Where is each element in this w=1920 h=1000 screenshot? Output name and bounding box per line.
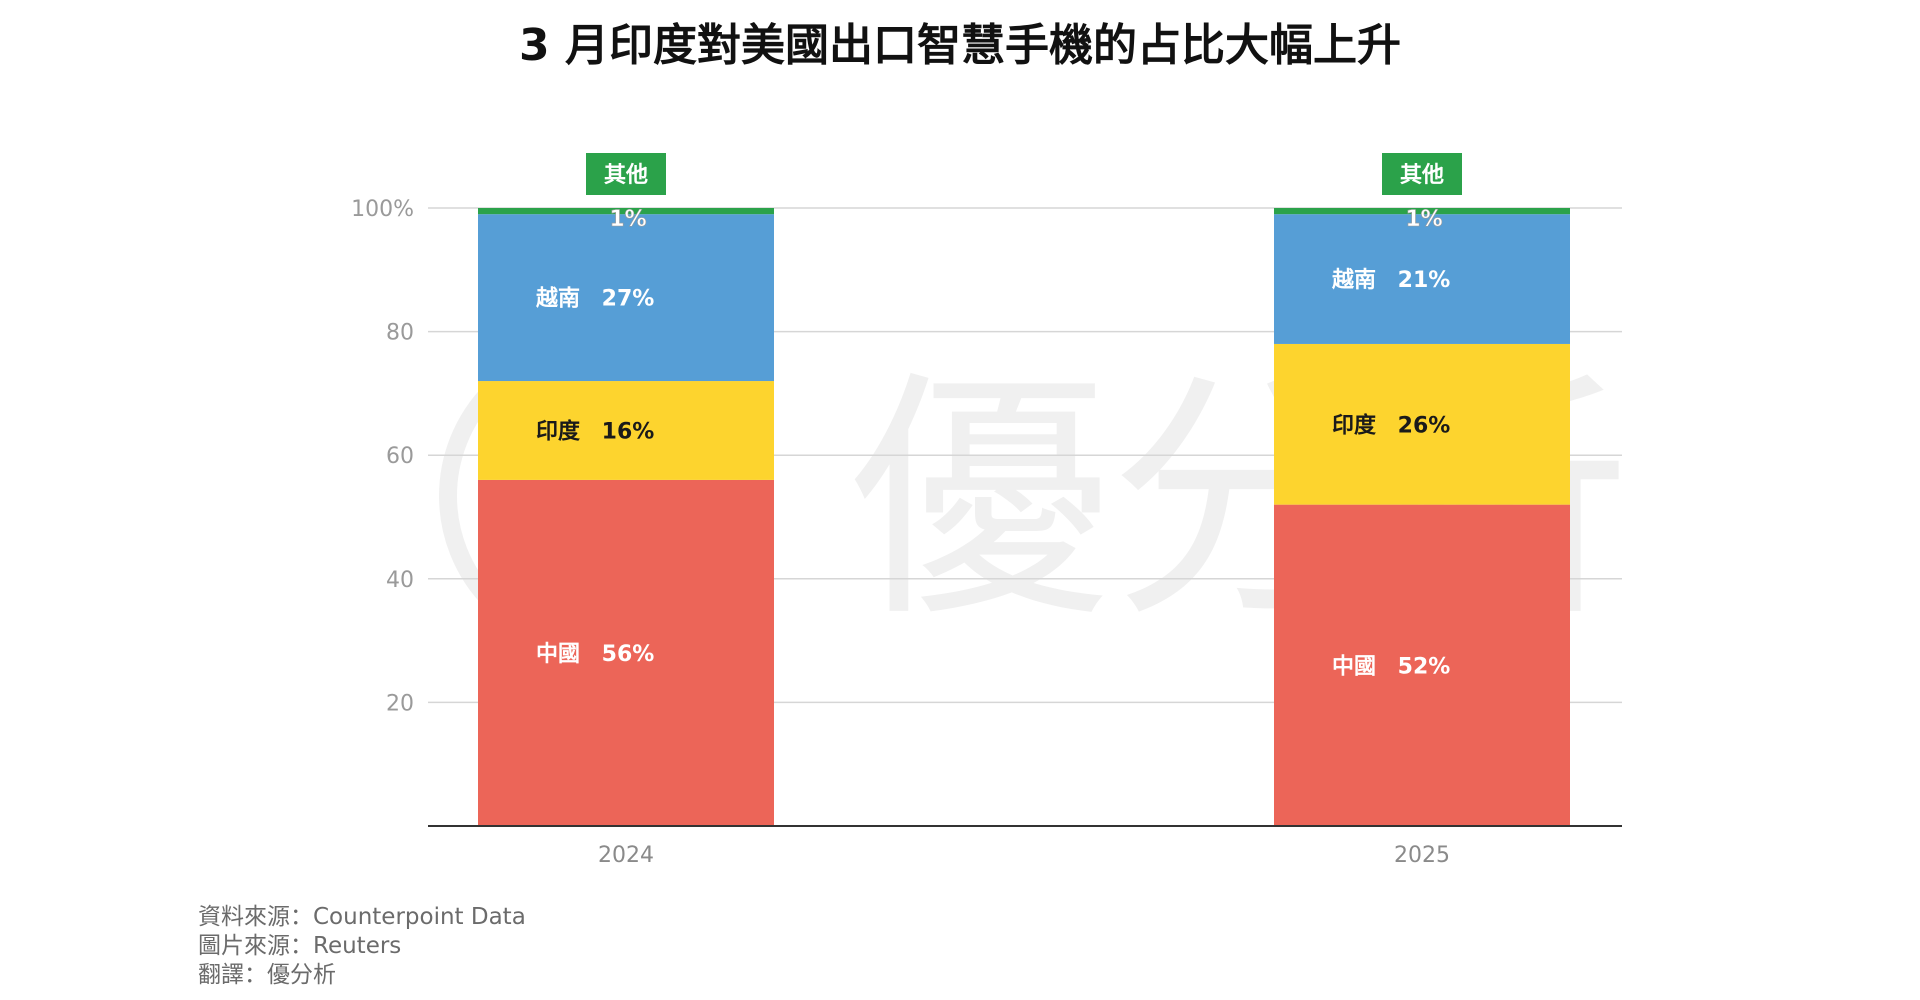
series-label: 印度 <box>1332 412 1377 438</box>
y-tick-label: 80 <box>386 321 414 346</box>
x-axis-ticks: 2024 2025 <box>598 843 1450 868</box>
bar-segment <box>1274 214 1570 344</box>
y-tick-label: 60 <box>386 444 414 469</box>
legend-label: 其他 <box>1400 163 1444 188</box>
series-label: 越南 <box>535 287 580 312</box>
bar-segment <box>478 208 774 215</box>
chart-title: 3 月印度對美國出口智慧手機的占比大幅上升 <box>519 20 1401 71</box>
legend-label: 其他 <box>604 163 648 188</box>
data-label: 21% <box>1398 268 1451 293</box>
series-label: 中國 <box>536 642 580 667</box>
bar-segment <box>1274 208 1570 215</box>
data-label: 52% <box>1398 654 1451 679</box>
segment-labels: 中國 56% 印度 16% 越南 27% 1% 中國 52% 印度 26% 越南 21% 1% <box>535 207 1451 680</box>
data-label: 16% <box>602 419 655 444</box>
bar-segment <box>1274 343 1570 505</box>
data-label: 56% <box>602 642 655 667</box>
data-label: 1% <box>609 207 646 232</box>
bar-segment <box>478 214 774 382</box>
series-label: 越南 <box>1331 268 1376 293</box>
bar-segment <box>478 381 774 480</box>
bar-segment <box>478 479 774 826</box>
other-badge <box>1382 153 1462 195</box>
x-tick-label: 2024 <box>598 843 654 868</box>
data-label: 27% <box>602 287 655 312</box>
bars <box>478 208 1570 826</box>
x-tick-label: 2025 <box>1394 843 1450 868</box>
series-label: 中國 <box>1332 654 1376 679</box>
y-axis-ticks: 100% 80 60 40 20 <box>351 197 414 716</box>
series-label: 印度 <box>536 418 581 444</box>
y-tick-label: 20 <box>386 691 414 716</box>
data-label: 26% <box>1398 413 1451 438</box>
other-badge <box>586 153 666 195</box>
bar-segment <box>1274 504 1570 826</box>
data-label: 1% <box>1405 207 1442 232</box>
y-tick-label: 40 <box>386 568 414 593</box>
other-badges: 其他 其他 <box>586 153 1462 195</box>
footer-source: 資料來源：Counterpoint Data <box>198 904 526 930</box>
footer-translation: 翻譯：優分析 <box>198 962 336 988</box>
footer-image-source: 圖片來源：Reuters <box>198 933 402 959</box>
y-tick-label: 100% <box>351 197 414 222</box>
footer: 資料來源：Counterpoint Data 圖片來源：Reuters 翻譯：優… <box>198 903 526 990</box>
